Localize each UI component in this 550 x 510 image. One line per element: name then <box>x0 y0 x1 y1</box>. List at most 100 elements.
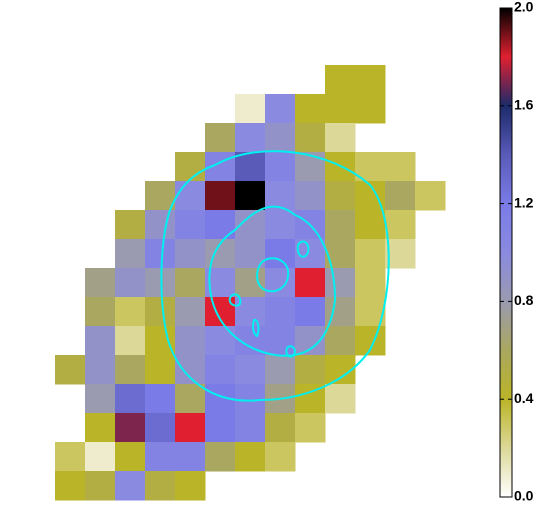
pixel <box>115 326 146 356</box>
contour-inner <box>256 257 290 293</box>
colorbar-tick-label: 2.0 <box>514 0 534 15</box>
pixel <box>295 239 326 269</box>
pixel <box>145 239 176 269</box>
contour-inner <box>285 345 296 358</box>
pixel <box>145 413 176 443</box>
pixel <box>115 384 146 414</box>
contour-inner <box>252 318 260 338</box>
pixel <box>355 268 386 298</box>
pixel <box>325 181 356 211</box>
pixel <box>295 268 326 298</box>
colorbar <box>499 7 513 498</box>
pixel <box>325 326 356 356</box>
pixel <box>205 326 236 356</box>
pixel <box>115 268 146 298</box>
pixel <box>85 268 116 298</box>
pixel <box>385 152 416 182</box>
pixel <box>355 239 386 269</box>
pixel <box>235 123 266 153</box>
pixel <box>145 471 176 501</box>
pixel <box>265 442 296 472</box>
pixel <box>85 384 116 414</box>
pixel <box>145 355 176 385</box>
pixel <box>85 297 116 327</box>
pixel <box>265 297 296 327</box>
pixel <box>115 210 146 240</box>
pixel <box>415 181 446 211</box>
pixel <box>325 384 356 414</box>
pixel <box>235 442 266 472</box>
pixel <box>265 210 296 240</box>
pixel <box>145 326 176 356</box>
pixel <box>325 152 356 182</box>
colorbar-tick-label: 1.6 <box>514 97 534 113</box>
colorbar-tick-label: 0.4 <box>514 390 534 406</box>
pixel <box>85 326 116 356</box>
contour-mid <box>208 205 337 357</box>
pixel <box>355 65 386 95</box>
pixel <box>235 152 266 182</box>
pixel <box>295 94 326 124</box>
pixel <box>205 181 236 211</box>
pixel <box>175 210 206 240</box>
pixel <box>205 210 236 240</box>
pixel <box>295 123 326 153</box>
pixel <box>55 355 86 385</box>
pixel <box>175 268 206 298</box>
pixel <box>175 355 206 385</box>
pixel <box>325 94 356 124</box>
pixel <box>85 355 116 385</box>
pixel <box>85 442 116 472</box>
pixel <box>145 442 176 472</box>
pixel <box>175 181 206 211</box>
pixel <box>115 442 146 472</box>
pixel <box>295 181 326 211</box>
pixel <box>265 123 296 153</box>
pixel <box>265 152 296 182</box>
pixel <box>145 384 176 414</box>
pixel <box>145 181 176 211</box>
pixel <box>175 239 206 269</box>
pixel <box>115 413 146 443</box>
contours <box>160 150 390 402</box>
image-cells <box>55 65 446 501</box>
contour-inner <box>228 293 242 307</box>
pixel <box>205 442 236 472</box>
pixel <box>115 471 146 501</box>
pixel <box>235 268 266 298</box>
pixel <box>325 123 356 153</box>
colorbar-tick-label: 0.0 <box>514 488 534 504</box>
pixel <box>175 384 206 414</box>
pixel <box>205 413 236 443</box>
pixel <box>85 471 116 501</box>
pixel <box>235 355 266 385</box>
pixel <box>175 152 206 182</box>
pixel <box>175 297 206 327</box>
pixel <box>295 297 326 327</box>
pixel <box>205 355 236 385</box>
pixel <box>175 413 206 443</box>
pixel <box>235 384 266 414</box>
colorbar-tick-label: 0.8 <box>514 292 534 308</box>
pixel <box>325 239 356 269</box>
pixel <box>265 181 296 211</box>
contour-outer <box>160 150 390 402</box>
pixel <box>55 442 86 472</box>
pixel <box>355 210 386 240</box>
pixel <box>295 152 326 182</box>
pixel <box>235 413 266 443</box>
pixel <box>385 239 416 269</box>
pixel <box>55 471 86 501</box>
pixel <box>265 355 296 385</box>
pixel <box>235 94 266 124</box>
pixel <box>265 94 296 124</box>
pixel <box>325 65 356 95</box>
pixel <box>295 413 326 443</box>
pixel <box>205 297 236 327</box>
pixel <box>265 239 296 269</box>
pixel <box>265 413 296 443</box>
pixel <box>175 442 206 472</box>
pixel <box>115 297 146 327</box>
